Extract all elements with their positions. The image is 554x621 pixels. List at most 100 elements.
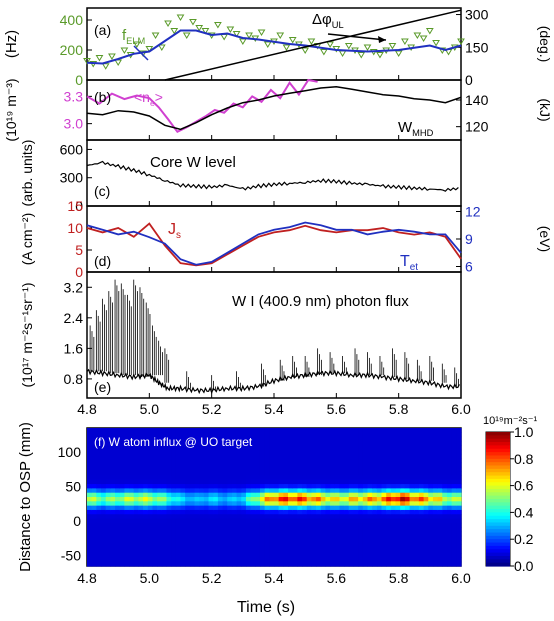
heatmap-cell: [194, 497, 200, 502]
heatmap-cell: [110, 518, 116, 524]
heatmap-cell: [255, 522, 261, 528]
colorbar-cell: [486, 509, 510, 513]
heatmap-cell: [189, 479, 196, 485]
heatmap-cell: [105, 449, 111, 455]
heatmap-cell: [133, 471, 140, 477]
heatmap-cell: [241, 466, 247, 472]
heatmap-cell: [91, 553, 97, 558]
heatmap-cell: [358, 440, 364, 446]
heatmap-cell: [227, 484, 233, 489]
heatmap-cell: [213, 540, 219, 546]
heatmap-cell: [404, 471, 411, 477]
heatmap-cell: [414, 492, 420, 498]
heatmap-cell: [255, 440, 261, 446]
heatmap-cell: [362, 479, 369, 485]
heatmap-cell: [194, 479, 200, 485]
colorbar-cell: [486, 448, 510, 453]
heatmap-cell: [292, 535, 298, 541]
heatmap-cell: [110, 440, 116, 446]
colorbar-cell: [486, 559, 510, 564]
heatmap-cell: [241, 522, 247, 528]
heatmap-cell: [404, 484, 411, 489]
heatmap-cell: [119, 458, 125, 464]
heatmap-cell: [283, 561, 289, 567]
heatmap-cell: [147, 544, 154, 550]
heatmap-cell: [442, 462, 448, 468]
heatmap-cell: [138, 522, 144, 528]
heatmap-cell: [119, 471, 125, 477]
heatmap-cell: [231, 432, 238, 438]
heatmap-cell: [418, 514, 425, 520]
heatmap-cell: [381, 548, 387, 554]
heatmap-cell: [91, 440, 97, 446]
heatmap-cell: [119, 462, 125, 468]
heatmap-cell: [414, 518, 420, 524]
heatmap-cell: [133, 492, 140, 498]
x-tick-label: 6.0: [451, 570, 471, 586]
heatmap-cell: [217, 436, 224, 442]
heatmap-cell: [115, 540, 121, 546]
heatmap-cell: [213, 553, 219, 558]
heatmap-cell: [147, 453, 154, 459]
heatmap-cell: [222, 535, 228, 541]
heatmap-cell: [208, 518, 214, 524]
heatmap-cell: [362, 466, 369, 472]
heatmap-cell: [446, 540, 453, 546]
wi-flux-line: [86, 368, 460, 395]
heatmap-cell: [264, 445, 270, 451]
heatmap-cell: [222, 440, 228, 446]
heatmap-cell: [418, 462, 425, 468]
heatmap-cell: [157, 428, 163, 433]
heatmap-cell: [180, 453, 186, 459]
heatmap-cell: [236, 553, 242, 558]
heatmap-cell: [203, 458, 210, 464]
heatmap-cell: [157, 497, 163, 502]
heatmap-cell: [269, 436, 275, 442]
heatmap-cell: [133, 518, 140, 524]
heatmap-cell: [414, 458, 420, 464]
heatmap-cell: [334, 484, 341, 489]
heatmap-cell: [129, 497, 135, 502]
heatmap-cell: [222, 492, 228, 498]
heatmap-cell: [185, 453, 191, 459]
heatmap-cell: [217, 557, 224, 563]
heatmap-cell: [189, 484, 196, 489]
heatmap-cell: [259, 453, 266, 459]
heatmap-cell: [203, 553, 210, 558]
heatmap-cell: [432, 445, 439, 451]
y-tick-label: 3.3: [64, 88, 84, 104]
heatmap-cell: [297, 432, 303, 438]
heatmap-cell: [274, 535, 280, 541]
heatmap-cell: [358, 432, 364, 438]
heatmap-cell: [213, 505, 219, 511]
heatmap-cell: [344, 471, 350, 477]
heatmap-cell: [292, 509, 298, 515]
heatmap-cell: [451, 501, 457, 507]
heatmap-cell: [362, 428, 369, 433]
heatmap-cell: [110, 540, 116, 546]
heatmap-cell: [245, 514, 252, 520]
y-label-e-left: (10¹⁷ m⁻²s⁻¹sr⁻¹): [19, 283, 35, 388]
heatmap-cell: [129, 479, 135, 485]
heatmap-cell: [119, 553, 125, 558]
heatmap-cell: [189, 522, 196, 528]
heatmap-cell: [91, 544, 97, 550]
heatmap-cell: [119, 501, 125, 507]
heatmap-cell: [400, 527, 406, 533]
heatmap-cell: [325, 453, 331, 459]
heatmap-cell: [339, 553, 345, 558]
heatmap-cell: [432, 540, 439, 546]
heatmap-cell: [418, 479, 425, 485]
heatmap-cell: [175, 540, 182, 546]
heatmap-cell: [409, 462, 415, 468]
heatmap-cell: [442, 479, 448, 485]
heatmap-cell: [311, 462, 317, 468]
heatmap-cell: [217, 501, 224, 507]
heatmap-cell: [259, 479, 266, 485]
heatmap-cell: [390, 531, 397, 537]
heatmap-cell: [194, 514, 200, 520]
heatmap-cell: [316, 445, 322, 451]
heatmap-cell: [292, 484, 298, 489]
heatmap-cell: [302, 440, 308, 446]
heatmap-cell: [381, 445, 387, 451]
